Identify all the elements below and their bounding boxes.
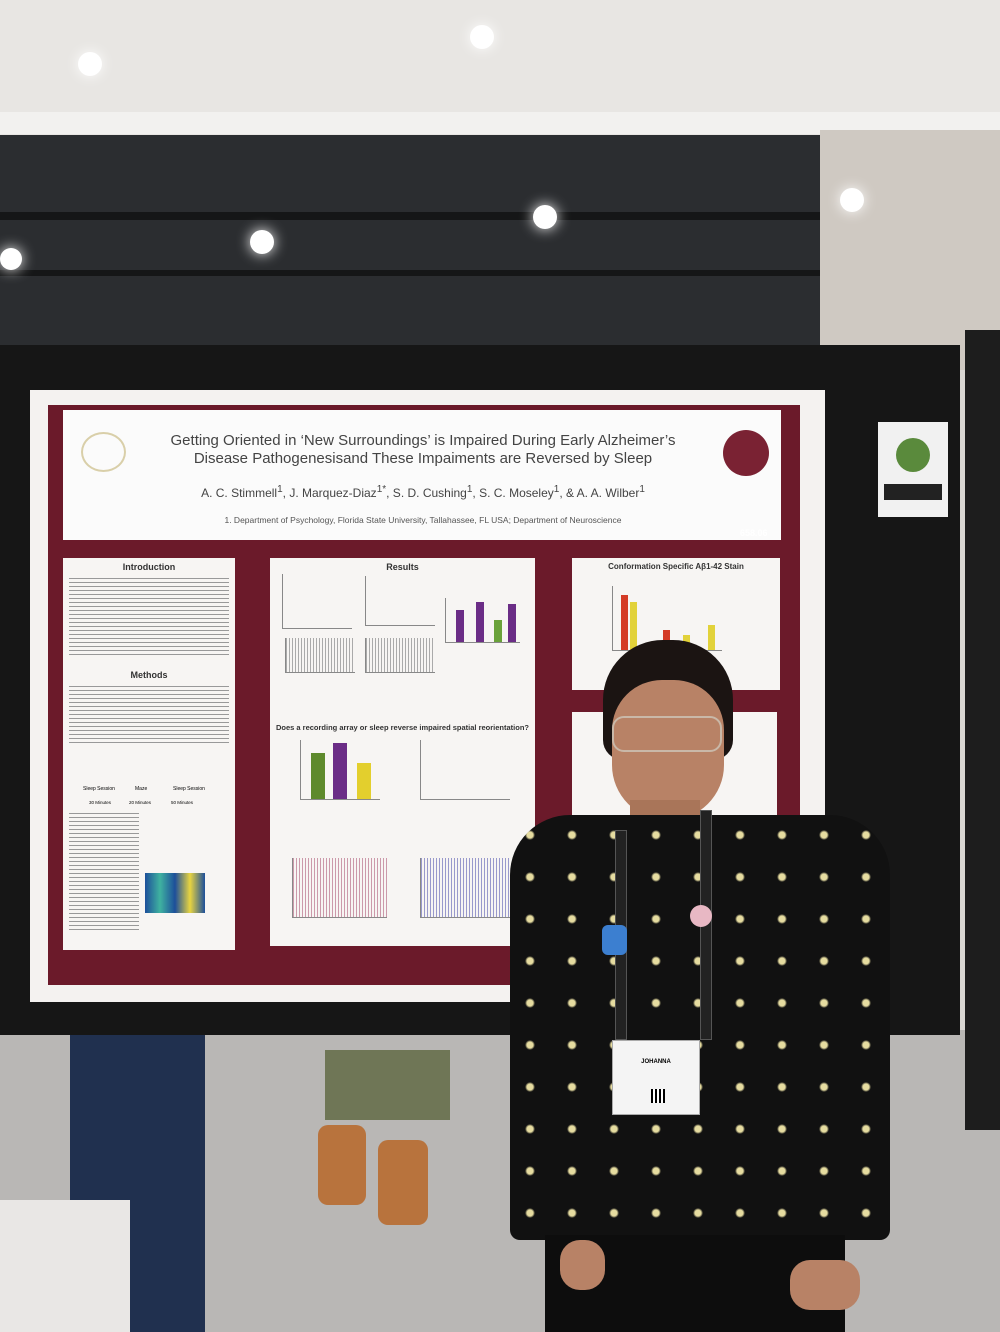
light xyxy=(840,188,864,212)
pin xyxy=(602,925,627,955)
section-heading: Conformation Specific Aβ1-42 Stain xyxy=(608,562,744,571)
bar xyxy=(476,602,484,642)
bar xyxy=(333,743,347,799)
cc-strip xyxy=(884,484,942,500)
mini-bars xyxy=(300,740,380,800)
author-affiliation-mark: 1 xyxy=(639,484,645,495)
bar xyxy=(456,610,464,642)
panel-middle: Results Does a recording array or sleep … xyxy=(270,558,535,946)
affiliation: 1. Department of Psychology, Florida Sta… xyxy=(224,515,622,525)
mini-trace xyxy=(365,638,435,673)
mini-trace xyxy=(285,638,355,673)
mini-trace xyxy=(420,858,510,918)
author-name: A. C. Stimmell xyxy=(201,486,278,500)
bar xyxy=(494,620,502,642)
beam xyxy=(0,112,1000,134)
mini-chart xyxy=(365,576,435,626)
protocol-duration: 20 Minutes xyxy=(129,800,152,805)
author-affiliation-mark: 1 xyxy=(466,484,473,495)
section-heading: Does a recording array or sleep reverse … xyxy=(275,723,529,732)
mini-chart xyxy=(282,574,352,629)
bar xyxy=(708,625,715,650)
author-affiliation-mark: 1* xyxy=(376,484,387,495)
hand xyxy=(560,1240,605,1290)
authors: A. C. Stimmell1, J. Marquez-Diaz1*, S. D… xyxy=(103,484,743,500)
badge-name: JOHANNA xyxy=(641,1059,671,1065)
camera-icon xyxy=(896,438,930,472)
author-name: , S. C. Moseley xyxy=(472,486,554,500)
bar xyxy=(630,602,637,650)
truss xyxy=(0,270,960,276)
light xyxy=(78,52,102,76)
author-name: , J. Marquez-Diaz xyxy=(282,486,377,500)
photo-sign xyxy=(878,422,948,517)
name-badge: JOHANNA xyxy=(612,1040,700,1115)
qr-code xyxy=(651,1089,665,1103)
bar xyxy=(508,604,516,642)
section-heading: Methods xyxy=(130,670,168,680)
text-block xyxy=(69,813,139,933)
panel-left: Introduction Methods Sleep Session Maze … xyxy=(63,558,235,950)
mini-trace xyxy=(292,858,387,918)
text-block xyxy=(69,686,229,746)
bar xyxy=(311,753,325,799)
poster-number: 658.06 xyxy=(740,528,768,538)
truss xyxy=(0,212,960,220)
light xyxy=(250,230,274,254)
author-name: , S. D. Cushing xyxy=(386,486,467,500)
author-affiliation-mark: 1 xyxy=(553,484,560,495)
text-block xyxy=(69,578,229,658)
glasses xyxy=(612,716,722,752)
pin xyxy=(690,905,712,927)
protocol-duration: 30 Minutes xyxy=(89,800,112,805)
hand xyxy=(790,1260,860,1310)
light xyxy=(533,205,557,229)
light xyxy=(0,248,22,270)
bar xyxy=(621,595,628,650)
title-line: Disease Pathogenesisand These Impaiments… xyxy=(193,450,653,467)
sandal xyxy=(318,1125,366,1205)
section-heading: Results xyxy=(386,562,419,572)
section-heading: Introduction xyxy=(122,562,176,572)
logo-right xyxy=(723,430,769,476)
bar xyxy=(357,763,371,799)
protocol-step: Maze xyxy=(135,786,148,792)
spectrogram xyxy=(145,873,205,913)
board-right xyxy=(965,330,1000,1130)
author-affiliation-mark: 1 xyxy=(277,484,283,495)
mini-bars xyxy=(445,598,520,643)
protocol-step: Sleep Session xyxy=(173,786,205,792)
blouse xyxy=(510,815,890,1240)
person-legs xyxy=(325,1050,450,1120)
protocol-duration: 50 Minutes xyxy=(171,800,194,805)
light xyxy=(470,25,494,49)
protocol-step: Sleep Session xyxy=(83,786,115,792)
mini-chart xyxy=(420,740,510,800)
sandal xyxy=(378,1140,428,1225)
author-name: , & A. A. Wilber xyxy=(559,486,640,500)
title-line: Getting Oriented in ‘New Surroundings’ i… xyxy=(170,432,676,449)
poster-header: Getting Oriented in ‘New Surroundings’ i… xyxy=(63,410,781,540)
logo-left xyxy=(81,432,126,472)
bag xyxy=(0,1200,130,1332)
